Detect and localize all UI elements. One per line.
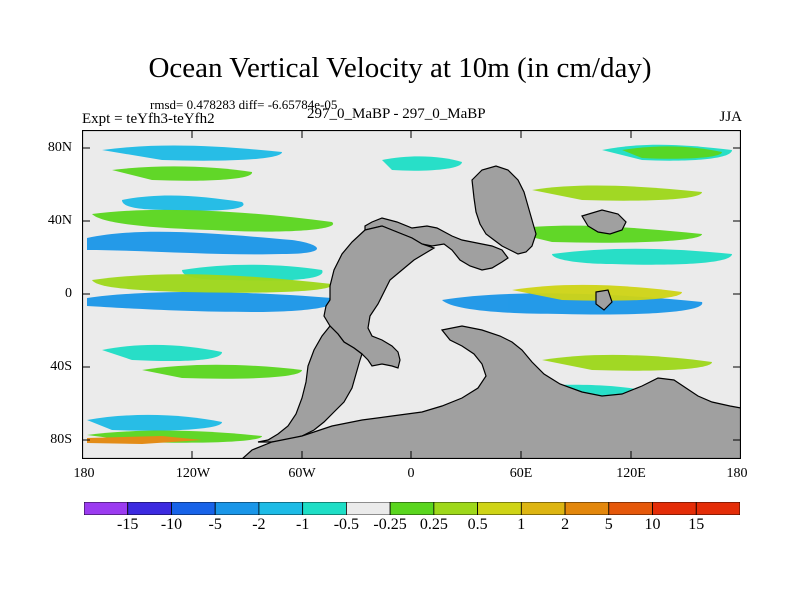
x-label-60e: 60E (509, 466, 533, 481)
colorbar-box (433, 502, 478, 515)
y-label-80s: 80S (50, 432, 72, 447)
land-mask (241, 165, 741, 459)
y-label-40s: 40S (50, 359, 72, 374)
island-ne (581, 209, 627, 235)
colorbar-box (477, 502, 522, 515)
colorbar-box (520, 502, 566, 515)
colorbar-label: 10 (644, 516, 661, 533)
x-label-180e: 180 (726, 466, 748, 481)
colorbar-label: 0.5 (467, 516, 488, 533)
y-label-40n: 40N (47, 213, 72, 228)
colorbar-box (695, 502, 740, 515)
colorbar-label: -1 (296, 516, 310, 533)
colorbar-box (389, 502, 435, 515)
colorbar-label: 5 (604, 516, 613, 533)
landmass-central (323, 225, 436, 369)
colorbar-label: -0.5 (333, 516, 360, 533)
x-label-120e: 120E (616, 466, 646, 481)
colorbar-label: -10 (160, 516, 183, 533)
colorbar-box (127, 502, 172, 515)
colorbar-label: 0.25 (419, 516, 448, 533)
colorbar-label: -2 (252, 516, 266, 533)
ocean-velocity-map (82, 130, 741, 459)
colorbar-label: 15 (688, 516, 705, 533)
plot-title: Ocean Vertical Velocity at 10m (in cm/da… (148, 52, 652, 84)
y-axis-ticks (82, 147, 741, 441)
island-small (595, 289, 613, 311)
colorbar-box (84, 502, 129, 515)
colorbar-box (564, 502, 610, 515)
x-label-0: 0 (407, 466, 415, 481)
experiment-label: Expt = teYfh3-teYfh2 (82, 111, 215, 127)
colorbar-box (608, 502, 653, 515)
colorbar-label: 1 (517, 516, 526, 533)
colorbar-label: -15 (117, 516, 139, 533)
positive-velocity-bands (87, 146, 741, 446)
x-axis-ticks (191, 130, 632, 459)
colorbar-label: -0.25 (373, 516, 407, 533)
colorbar-box (652, 502, 697, 515)
x-label-60w: 60W (288, 466, 316, 481)
colorbar (84, 502, 740, 515)
colorbar-box (258, 502, 304, 515)
season-label: JJA (719, 109, 742, 125)
x-label-180w: 180 (73, 466, 95, 481)
colorbar-box (302, 502, 347, 515)
runs-label: 297_0_MaBP - 297_0_MaBP (307, 106, 486, 122)
rmsd-diff-stats: rmsd= 0.478283 diff= -6.65784e-05 (150, 97, 338, 112)
landmass-east (471, 165, 537, 255)
colorbar-box (214, 502, 260, 515)
y-label-0: 0 (65, 286, 72, 301)
y-label-80n: 80N (47, 140, 72, 155)
colorbar-label: -5 (208, 516, 222, 533)
colorbar-box (345, 502, 391, 515)
colorbar-label: 2 (561, 516, 570, 533)
landmass-south-continent (241, 325, 741, 459)
x-label-120w: 120W (175, 466, 211, 481)
colorbar-box (171, 502, 216, 515)
